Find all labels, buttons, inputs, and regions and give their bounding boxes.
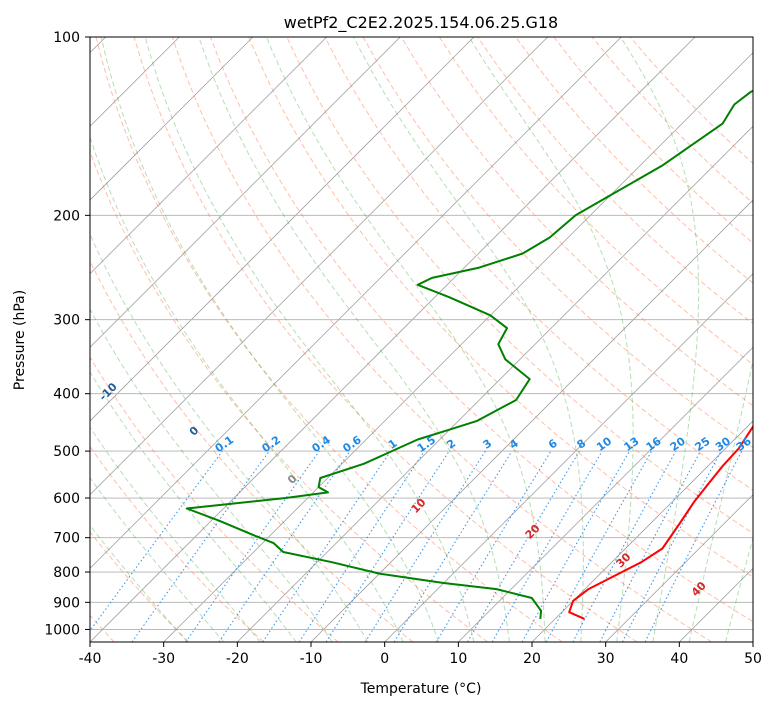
y-tick-label: 200 [53,208,80,224]
x-axis: -40 -30 -20 -10 0 10 20 30 40 50 [79,642,762,667]
dry-adiabat [172,37,711,642]
y-tick-label: 500 [53,444,80,460]
y-axis-label: Pressure (hPa) [12,290,28,390]
moist-adiabat [101,37,438,642]
mixing-ratio-line [219,451,350,642]
y-tick-label: 1000 [44,622,80,638]
isotherm-line [237,37,775,642]
chart-title: wetPf2_C2E2.2025.154.06.25.G18 [284,13,558,33]
dry-adiabat [58,37,488,642]
moist-adiabat [726,37,775,642]
isotherm-line [532,37,775,642]
plot-lines: 0.10.20.40.611.52346810131620253036-100-… [0,24,775,642]
mixing-ratio-lines [82,451,742,642]
x-tick-label: 20 [523,651,541,667]
x-tick-label: -40 [79,651,102,667]
isotherm-line [0,37,474,642]
dry-adiabat [0,37,338,642]
moist-adiabat [469,37,633,642]
x-tick-label: 10 [449,651,467,667]
moist-adiabat [33,37,368,642]
dewpoint-profile-line [187,37,775,619]
x-tick-label: 50 [744,651,762,667]
isotherm-line [0,37,253,642]
y-tick-label: 300 [53,313,80,329]
mixing-ratio-line [573,451,676,642]
moist-adiabat [689,37,775,642]
x-axis-label: Temperature (°C) [360,681,482,697]
moist-adiabat-label: 0 [285,472,300,487]
mixing-ratio-label: 8 [575,437,589,452]
isotherm-line [0,37,327,642]
isotherm-line [0,37,548,642]
moist-adiabat [0,37,260,642]
mixing-ratio-label: 0.6 [340,433,364,455]
x-tick-label: 0 [380,651,389,667]
y-tick-label: 800 [53,565,80,581]
y-axis: 100 200 300 400 500 600 700 800 900 1000 [44,30,90,638]
mixing-ratio-label: 0.1 [213,433,236,455]
isotherm-line [679,37,775,642]
moist-adiabat [762,37,775,642]
dry-adiabat [592,37,775,642]
mixing-ratio-label: 4 [507,437,521,452]
isotherm-line [0,37,400,642]
isotherm-line [90,37,695,642]
mixing-ratio-line [263,451,391,642]
isotherm-line [458,37,775,642]
mixing-ratio-label: 3 [481,437,495,452]
x-tick-label: -30 [152,651,175,667]
moist-adiabat-label: 40 [689,579,709,599]
dry-adiabat [363,37,775,642]
x-tick-label: -20 [226,651,249,667]
dry-adiabat [20,37,413,642]
dry-adiabat [516,37,775,642]
mixing-ratio-label: 2 [444,437,458,452]
isotherm-line [164,37,769,642]
moist-adiabat-label: 20 [523,521,543,541]
dry-adiabat [134,37,637,642]
moist-adiabat [0,37,187,642]
mixing-ratio-line [622,451,721,642]
mixing-ratio-line [436,451,551,642]
mixing-ratio-line [82,451,223,642]
dry-adiabat [554,37,775,642]
mixing-ratio-label: 0.4 [310,433,334,455]
dry-adiabat [0,37,189,642]
y-tick-label: 100 [53,30,80,46]
moist-adiabat [64,37,403,642]
mixing-ratio-line [600,451,701,642]
x-tick-label: 40 [670,651,688,667]
mixing-ratio-label: 0.2 [260,433,283,455]
isotherm-line [753,37,775,642]
profile-series [187,37,775,619]
y-tick-label: 900 [53,595,80,611]
mixing-ratio-line [326,451,449,642]
y-tick-label: 400 [53,387,80,403]
x-tick-label: 30 [597,651,615,667]
mixing-ratio-line [546,451,651,642]
y-tick-label: 600 [53,491,80,507]
mixing-ratio-label: 6 [546,437,560,452]
y-tick-label: 700 [53,531,80,547]
pressure-gridlines [90,37,753,629]
x-tick-label: -10 [300,651,323,667]
mixing-ratio-label: 1.5 [415,433,438,455]
dry-adiabat [0,37,264,642]
